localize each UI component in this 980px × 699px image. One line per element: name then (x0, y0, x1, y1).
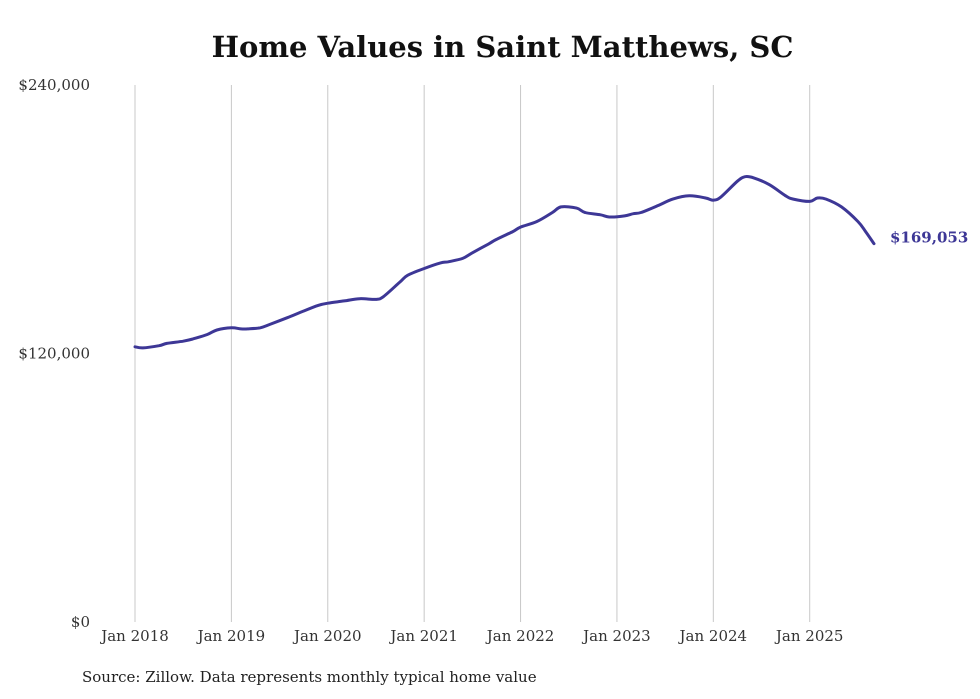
source-note: Source: Zillow. Data represents monthly … (82, 668, 537, 686)
x-tick-label: Jan 2024 (678, 627, 748, 645)
x-axis-ticks: Jan 2018 Jan 2019 Jan 2020 Jan 2021 Jan 2022… (99, 627, 843, 645)
x-tick-label: Jan 2025 (774, 627, 844, 645)
y-axis-ticks: $0 $120,000 $240,000 (18, 76, 90, 631)
x-tick-label: Jan 2019 (196, 627, 266, 645)
y-tick-label: $240,000 (18, 76, 90, 94)
x-tick-label: Jan 2022 (485, 627, 555, 645)
x-tick-label: Jan 2023 (581, 627, 651, 645)
y-tick-label: $0 (71, 613, 90, 631)
series-layer: $169,053 (133, 174, 968, 350)
end-value-label: $169,053 (890, 229, 968, 247)
x-tick-label: Jan 2018 (99, 627, 169, 645)
y-tick-label: $120,000 (18, 345, 90, 363)
x-tick-label: Jan 2020 (292, 627, 362, 645)
chart-title: Home Values in Saint Matthews, SC (211, 30, 794, 64)
series-line (133, 174, 876, 350)
x-tick-label: Jan 2021 (388, 627, 458, 645)
x-gridlines (134, 85, 811, 622)
